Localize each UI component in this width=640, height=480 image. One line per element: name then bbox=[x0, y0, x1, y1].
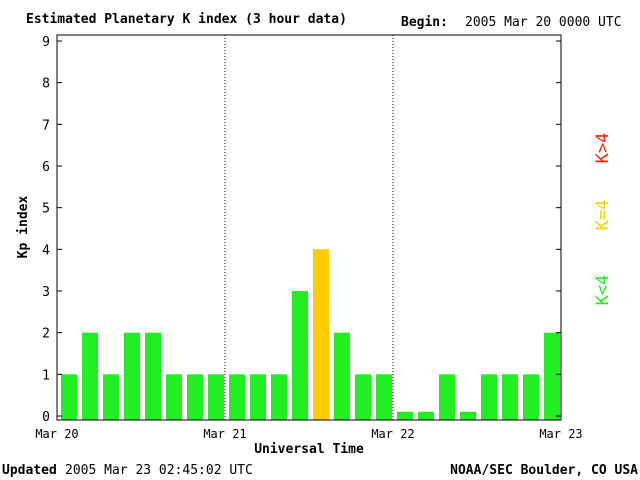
kp-bar bbox=[523, 374, 539, 420]
chart-title: Estimated Planetary K index (3 hour data… bbox=[26, 12, 347, 27]
kp-bar bbox=[439, 374, 455, 420]
y-tick-label: 8 bbox=[42, 77, 50, 92]
kp-bar bbox=[334, 332, 350, 420]
y-axis-ticks: 0 1 2 3 4 5 6 7 8 9 bbox=[42, 35, 561, 425]
begin-value: 2005 Mar 20 0000 UTC bbox=[465, 15, 622, 30]
y-tick-label: 3 bbox=[42, 285, 50, 300]
kp-bar bbox=[292, 291, 308, 420]
source-credit: NOAA/SEC Boulder, CO USA bbox=[450, 463, 638, 478]
bar-series bbox=[61, 249, 560, 420]
kp-bar bbox=[208, 374, 224, 420]
x-axis-ticks: Mar 20 Mar 21 Mar 22 Mar 23 bbox=[35, 427, 582, 441]
plot-frame bbox=[56, 34, 562, 421]
kp-bar bbox=[166, 374, 182, 420]
kp-bar bbox=[103, 374, 119, 420]
kp-bar bbox=[355, 374, 371, 420]
y-tick-label: 2 bbox=[42, 327, 50, 342]
y-tick-label: 5 bbox=[42, 202, 50, 217]
kp-bar bbox=[229, 374, 245, 420]
kp-bar bbox=[481, 374, 497, 420]
kp-bar bbox=[376, 374, 392, 420]
x-tick-label: Mar 20 bbox=[35, 427, 78, 441]
kp-bar bbox=[460, 411, 476, 420]
day-separators bbox=[224, 35, 394, 420]
y-tick-label: 4 bbox=[42, 243, 50, 258]
x-tick-label: Mar 21 bbox=[203, 427, 246, 441]
kp-bar bbox=[145, 332, 161, 420]
kp-bar bbox=[250, 374, 266, 420]
updated-value: 2005 Mar 23 02:45:02 UTC bbox=[65, 463, 253, 478]
y-axis-label: Kp index bbox=[16, 196, 31, 259]
legend-entry: K>4 bbox=[593, 133, 613, 164]
kp-bar bbox=[313, 249, 329, 420]
x-tick-label: Mar 23 bbox=[539, 427, 582, 441]
x-axis-label: Universal Time bbox=[254, 442, 364, 457]
legend-entry: K<4 bbox=[593, 275, 613, 306]
kp-bar bbox=[397, 411, 413, 420]
y-tick-label: 9 bbox=[42, 35, 50, 50]
y-tick-label: 7 bbox=[42, 118, 50, 133]
kp-bar bbox=[82, 332, 98, 420]
kp-bar bbox=[544, 332, 560, 420]
kp-bar bbox=[187, 374, 203, 420]
updated-label: Updated bbox=[2, 463, 57, 478]
kp-bar bbox=[502, 374, 518, 420]
kp-bar bbox=[61, 374, 77, 420]
x-tick-label: Mar 22 bbox=[371, 427, 414, 441]
y-tick-label: 6 bbox=[42, 160, 50, 175]
kp-bar bbox=[271, 374, 287, 420]
kp-bar bbox=[124, 332, 140, 420]
legend: K<4 K=4 K>4 bbox=[593, 133, 613, 306]
y-tick-label: 1 bbox=[42, 368, 50, 383]
y-tick-label: 0 bbox=[42, 410, 50, 425]
legend-entry: K=4 bbox=[593, 200, 613, 231]
begin-label: Begin: bbox=[401, 15, 448, 30]
kp-bar bbox=[418, 411, 434, 420]
